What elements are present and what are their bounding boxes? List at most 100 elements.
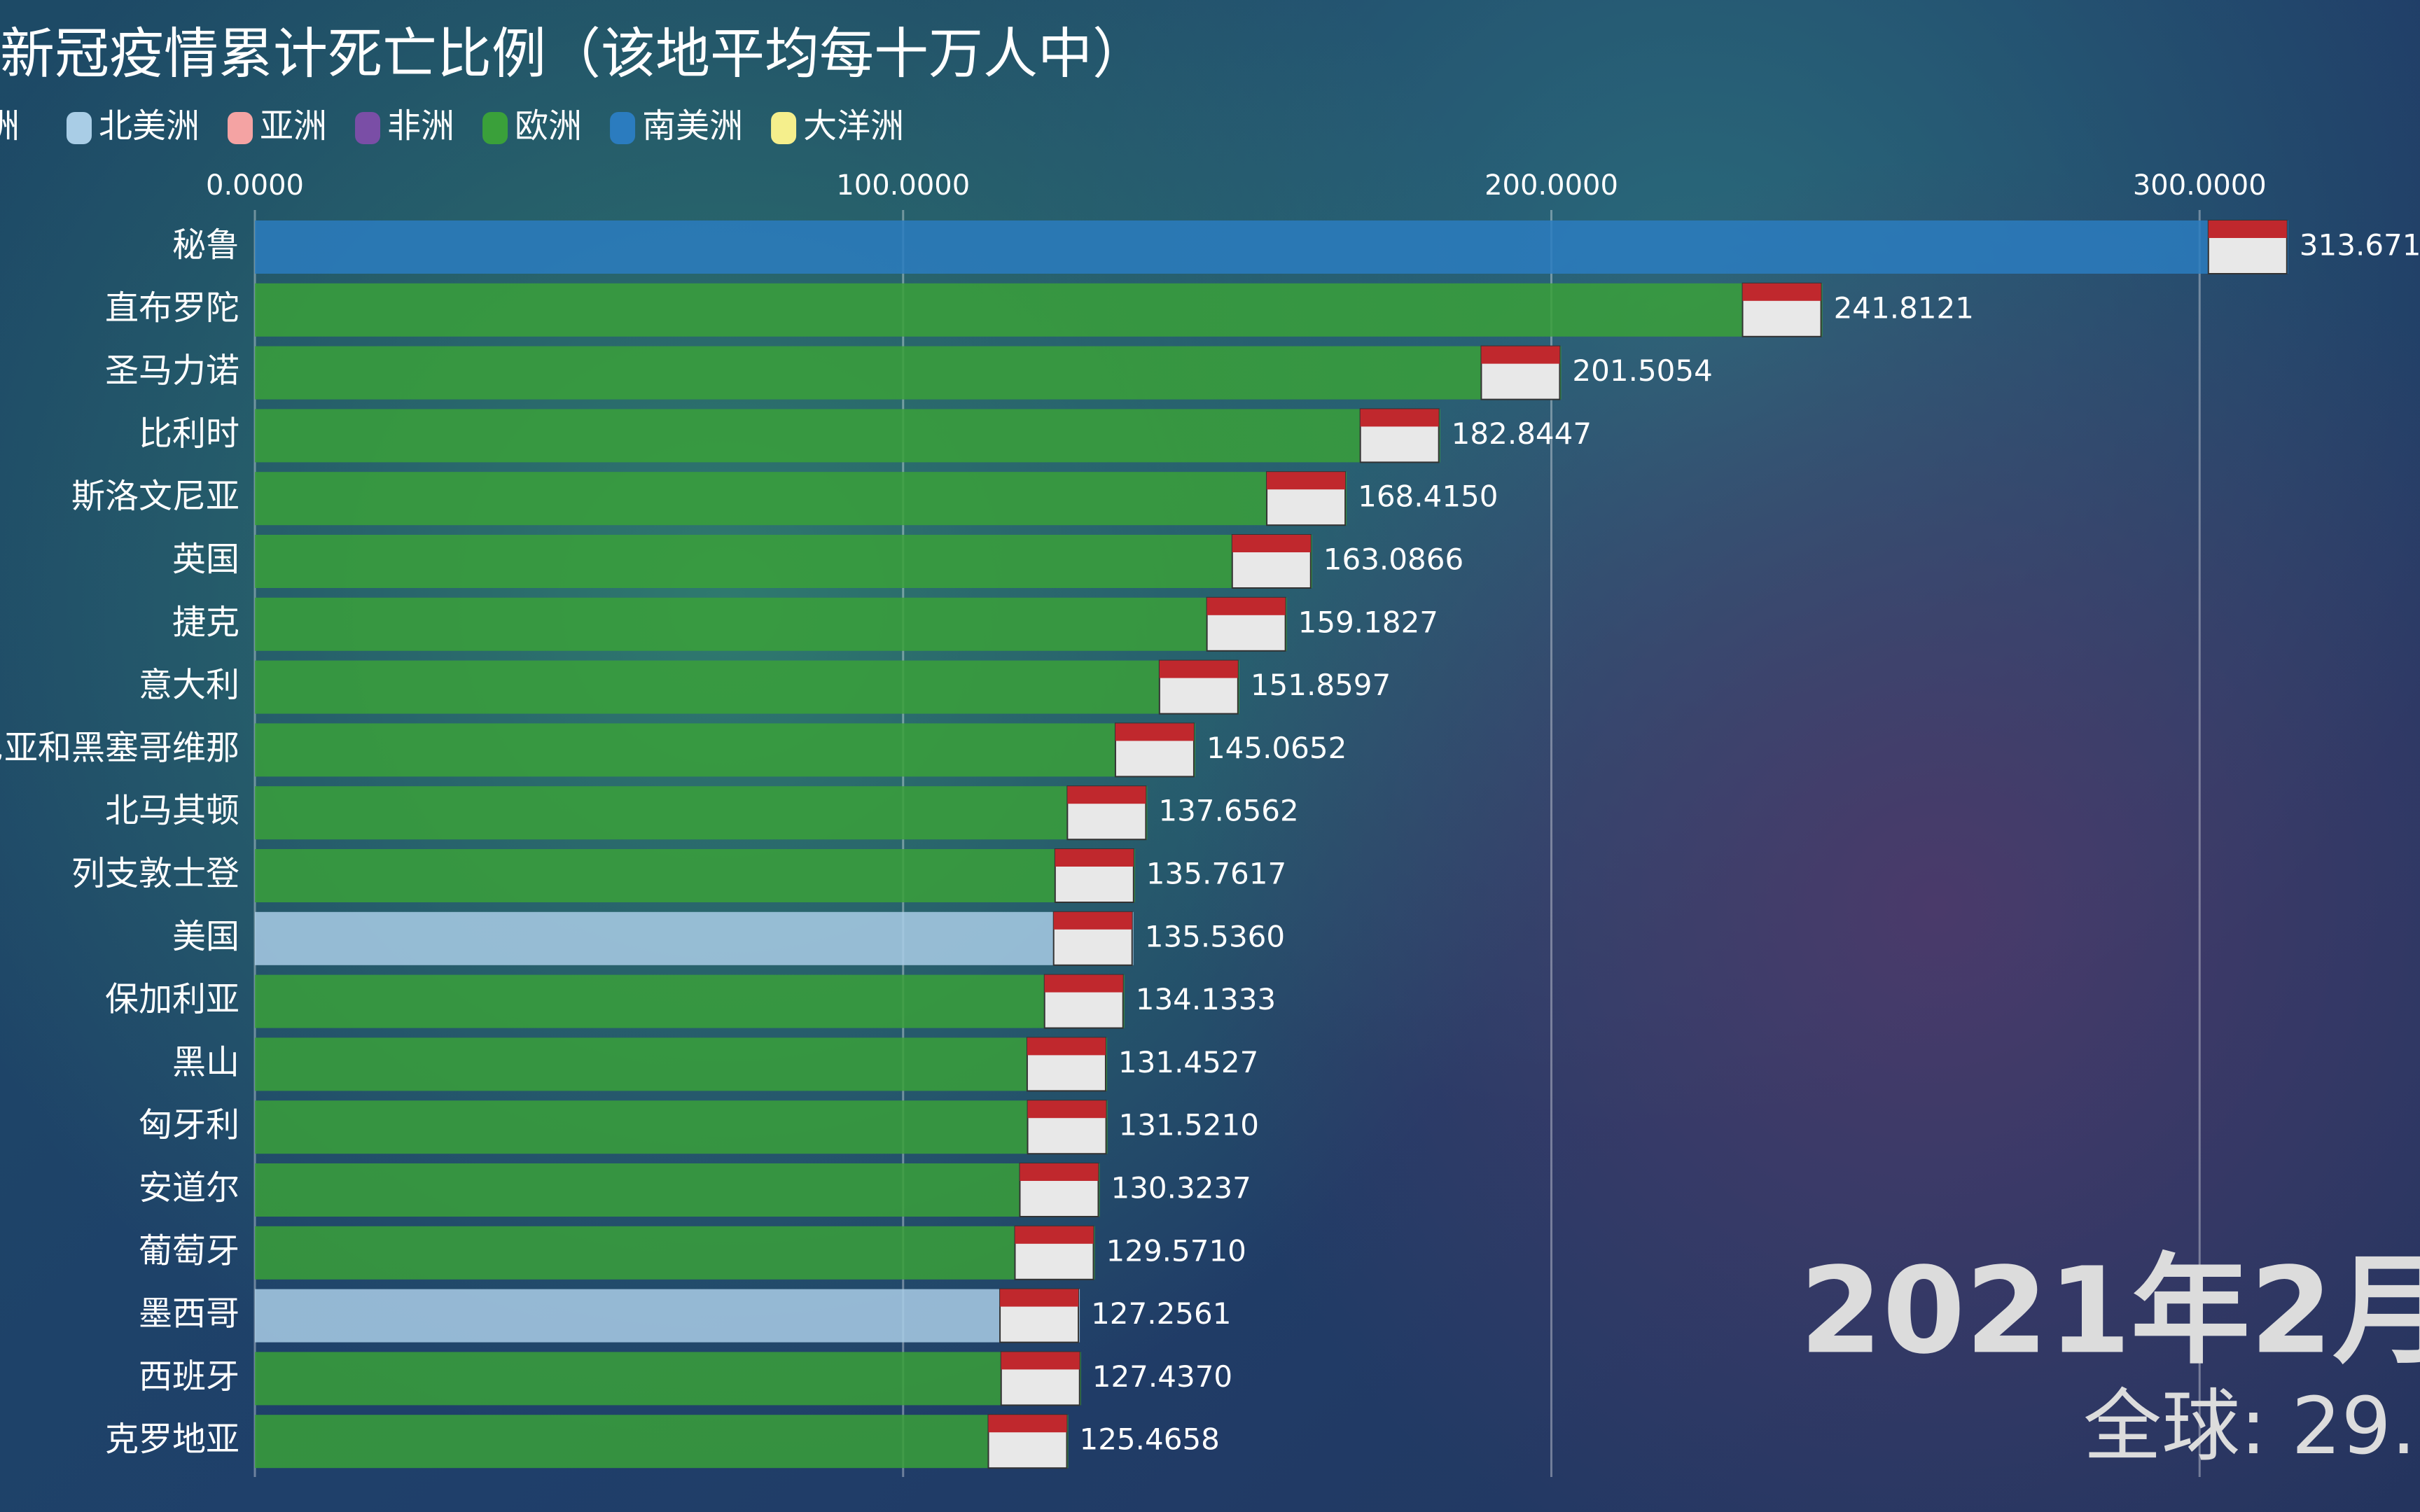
y-tick-label: 葡萄牙 xyxy=(139,1231,239,1270)
flag-band xyxy=(1044,974,1123,993)
value-label: 241.8121 xyxy=(1834,290,1974,325)
flag-band xyxy=(1001,1352,1080,1370)
y-tick-label: 波斯尼亚和黑塞哥维那 xyxy=(0,728,239,767)
chart-title: 新冠疫情累计死亡比例（该地平均每十万人中） xyxy=(0,22,1147,85)
y-tick-label: 北马其顿 xyxy=(105,791,239,830)
value-label: 168.4150 xyxy=(1358,479,1498,514)
value-label: 313.6711 xyxy=(2300,228,2420,262)
bar xyxy=(255,1289,1080,1343)
value-label: 135.7617 xyxy=(1146,857,1286,891)
flag-band xyxy=(1159,660,1238,678)
legend-label: 非洲 xyxy=(387,106,454,146)
value-label: 134.1333 xyxy=(1136,982,1276,1016)
bar xyxy=(255,346,1562,400)
legend-label: 大洋洲 xyxy=(803,106,904,146)
y-tick-label: 西班牙 xyxy=(139,1357,239,1396)
y-tick-label: 黑山 xyxy=(172,1042,239,1082)
flag-band xyxy=(1206,597,1286,615)
bar xyxy=(255,409,1440,463)
y-tick-label: 匈牙利 xyxy=(139,1105,239,1144)
y-tick-label: 捷克 xyxy=(172,603,239,642)
legend-label: 南美洲 xyxy=(642,106,743,146)
value-label: 135.5360 xyxy=(1145,919,1285,953)
y-tick-label: 克罗地亚 xyxy=(105,1420,239,1459)
value-label: 131.4527 xyxy=(1118,1045,1258,1079)
bar xyxy=(255,597,1287,651)
bar xyxy=(255,1163,1100,1217)
bar xyxy=(255,1415,1069,1469)
legend-swatch xyxy=(355,112,381,144)
value-label: 131.5210 xyxy=(1119,1108,1259,1142)
legend-swatch xyxy=(67,112,92,144)
y-tick-label: 圣马力诺 xyxy=(105,351,239,391)
x-tick-label: 100.0000 xyxy=(836,169,970,202)
flag-band xyxy=(1267,472,1346,490)
x-tick-label: 300.0000 xyxy=(2133,169,2267,202)
flag-band xyxy=(1115,723,1194,741)
y-tick-label: 保加利亚 xyxy=(105,980,239,1019)
bar xyxy=(255,283,1823,337)
flag-band xyxy=(1481,346,1560,364)
flag-band xyxy=(1055,849,1134,867)
bar xyxy=(255,911,1134,965)
bar xyxy=(255,723,1195,777)
y-tick-label: 比利时 xyxy=(139,414,239,453)
flag-band xyxy=(1020,1163,1099,1181)
flag-band xyxy=(1067,786,1146,804)
value-label: 182.8447 xyxy=(1452,416,1592,451)
y-tick-label: 意大利 xyxy=(139,666,239,705)
flag-band xyxy=(1027,1037,1106,1056)
value-label: 137.6562 xyxy=(1158,794,1298,828)
y-tick-label: 列支敦士登 xyxy=(71,854,239,893)
legend-title: 洲 xyxy=(0,106,20,146)
y-tick-label: 直布罗陀 xyxy=(105,288,239,328)
bar xyxy=(255,1037,1107,1091)
y-tick-label: 安道尔 xyxy=(139,1168,239,1208)
bar xyxy=(255,786,1148,840)
bar xyxy=(255,472,1347,526)
x-tick-label: 0.0000 xyxy=(206,169,304,202)
flag-band xyxy=(1015,1226,1094,1244)
flag-band xyxy=(1000,1289,1079,1307)
bar xyxy=(255,974,1125,1028)
y-tick-label: 英国 xyxy=(172,540,239,579)
global-label: 全球: 29.6 xyxy=(2083,1381,2420,1472)
flag-band xyxy=(2208,220,2287,238)
value-label: 151.8597 xyxy=(1251,668,1391,702)
x-tick-label: 200.0000 xyxy=(1484,169,1618,202)
value-label: 130.3237 xyxy=(1111,1171,1251,1205)
legend-swatch xyxy=(771,112,797,144)
bar xyxy=(255,660,1239,714)
flag-band xyxy=(1027,1100,1106,1119)
flag-band xyxy=(1360,409,1439,427)
legend-swatch xyxy=(228,112,253,144)
value-label: 201.5054 xyxy=(1572,354,1712,388)
bar xyxy=(255,220,2288,274)
bar xyxy=(255,535,1312,588)
legend-label: 北美洲 xyxy=(99,106,200,146)
bar xyxy=(255,849,1135,902)
flag-band xyxy=(1232,535,1311,552)
bar xyxy=(255,1226,1095,1280)
value-label: 125.4658 xyxy=(1079,1422,1219,1457)
y-tick-label: 墨西哥 xyxy=(139,1294,239,1334)
value-label: 145.0652 xyxy=(1206,731,1347,765)
y-tick-label: 斯洛文尼亚 xyxy=(71,477,239,516)
bar xyxy=(255,1100,1108,1154)
date-label: 2021年2月3 xyxy=(1800,1242,2420,1380)
flag-band xyxy=(1742,283,1821,301)
legend-label: 欧洲 xyxy=(515,106,582,146)
value-label: 127.2561 xyxy=(1091,1296,1231,1331)
bar xyxy=(255,1352,1081,1406)
y-tick-label: 秘鲁 xyxy=(172,225,239,265)
legend-swatch xyxy=(610,112,636,144)
value-label: 163.0866 xyxy=(1323,542,1463,577)
legend-swatch xyxy=(482,112,508,144)
value-label: 129.5710 xyxy=(1106,1233,1246,1268)
value-label: 159.1827 xyxy=(1298,605,1438,639)
flag-band xyxy=(988,1415,1067,1433)
value-label: 127.4370 xyxy=(1092,1359,1232,1394)
legend-label: 亚洲 xyxy=(260,106,327,146)
